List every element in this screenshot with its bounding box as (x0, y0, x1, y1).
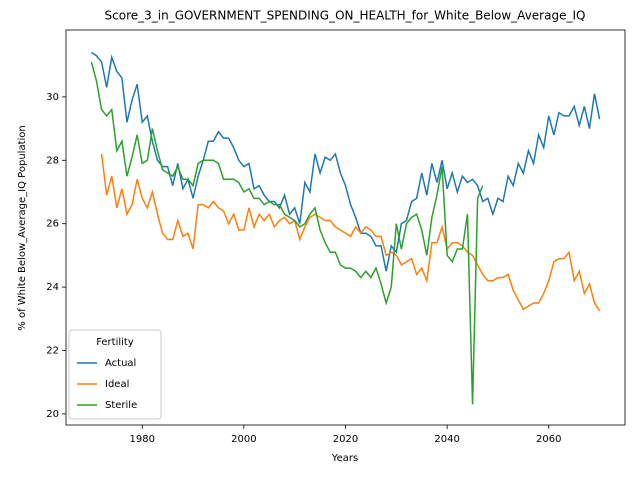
x-tick-label: 2060 (536, 434, 561, 445)
line-series (90, 61, 484, 405)
y-tick-label: 24 (46, 282, 59, 293)
x-tick-label: 2040 (434, 434, 459, 445)
y-tick-label: 20 (46, 409, 59, 420)
legend-title: Fertility (96, 337, 134, 348)
y-tick-label: 30 (46, 92, 59, 103)
line-series (100, 153, 601, 312)
legend-label: Sterile (105, 400, 137, 411)
y-tick-label: 26 (46, 219, 59, 230)
x-tick-label: 1980 (130, 434, 155, 445)
legend-box (68, 329, 162, 420)
x-tick-label: 2020 (333, 434, 358, 445)
legend-label: Ideal (105, 379, 129, 390)
chart-title: Score_3_in_GOVERNMENT_SPENDING_ON_HEALTH… (105, 9, 586, 23)
x-axis-label: Years (331, 453, 358, 464)
x-tick-label: 2000 (231, 434, 256, 445)
plot-frame (65, 29, 626, 426)
y-tick-label: 28 (46, 155, 59, 166)
y-axis-label: % of White Below_Average_IQ Population (17, 125, 28, 330)
y-tick-label: 22 (46, 346, 59, 357)
legend-label: Actual (105, 358, 136, 369)
